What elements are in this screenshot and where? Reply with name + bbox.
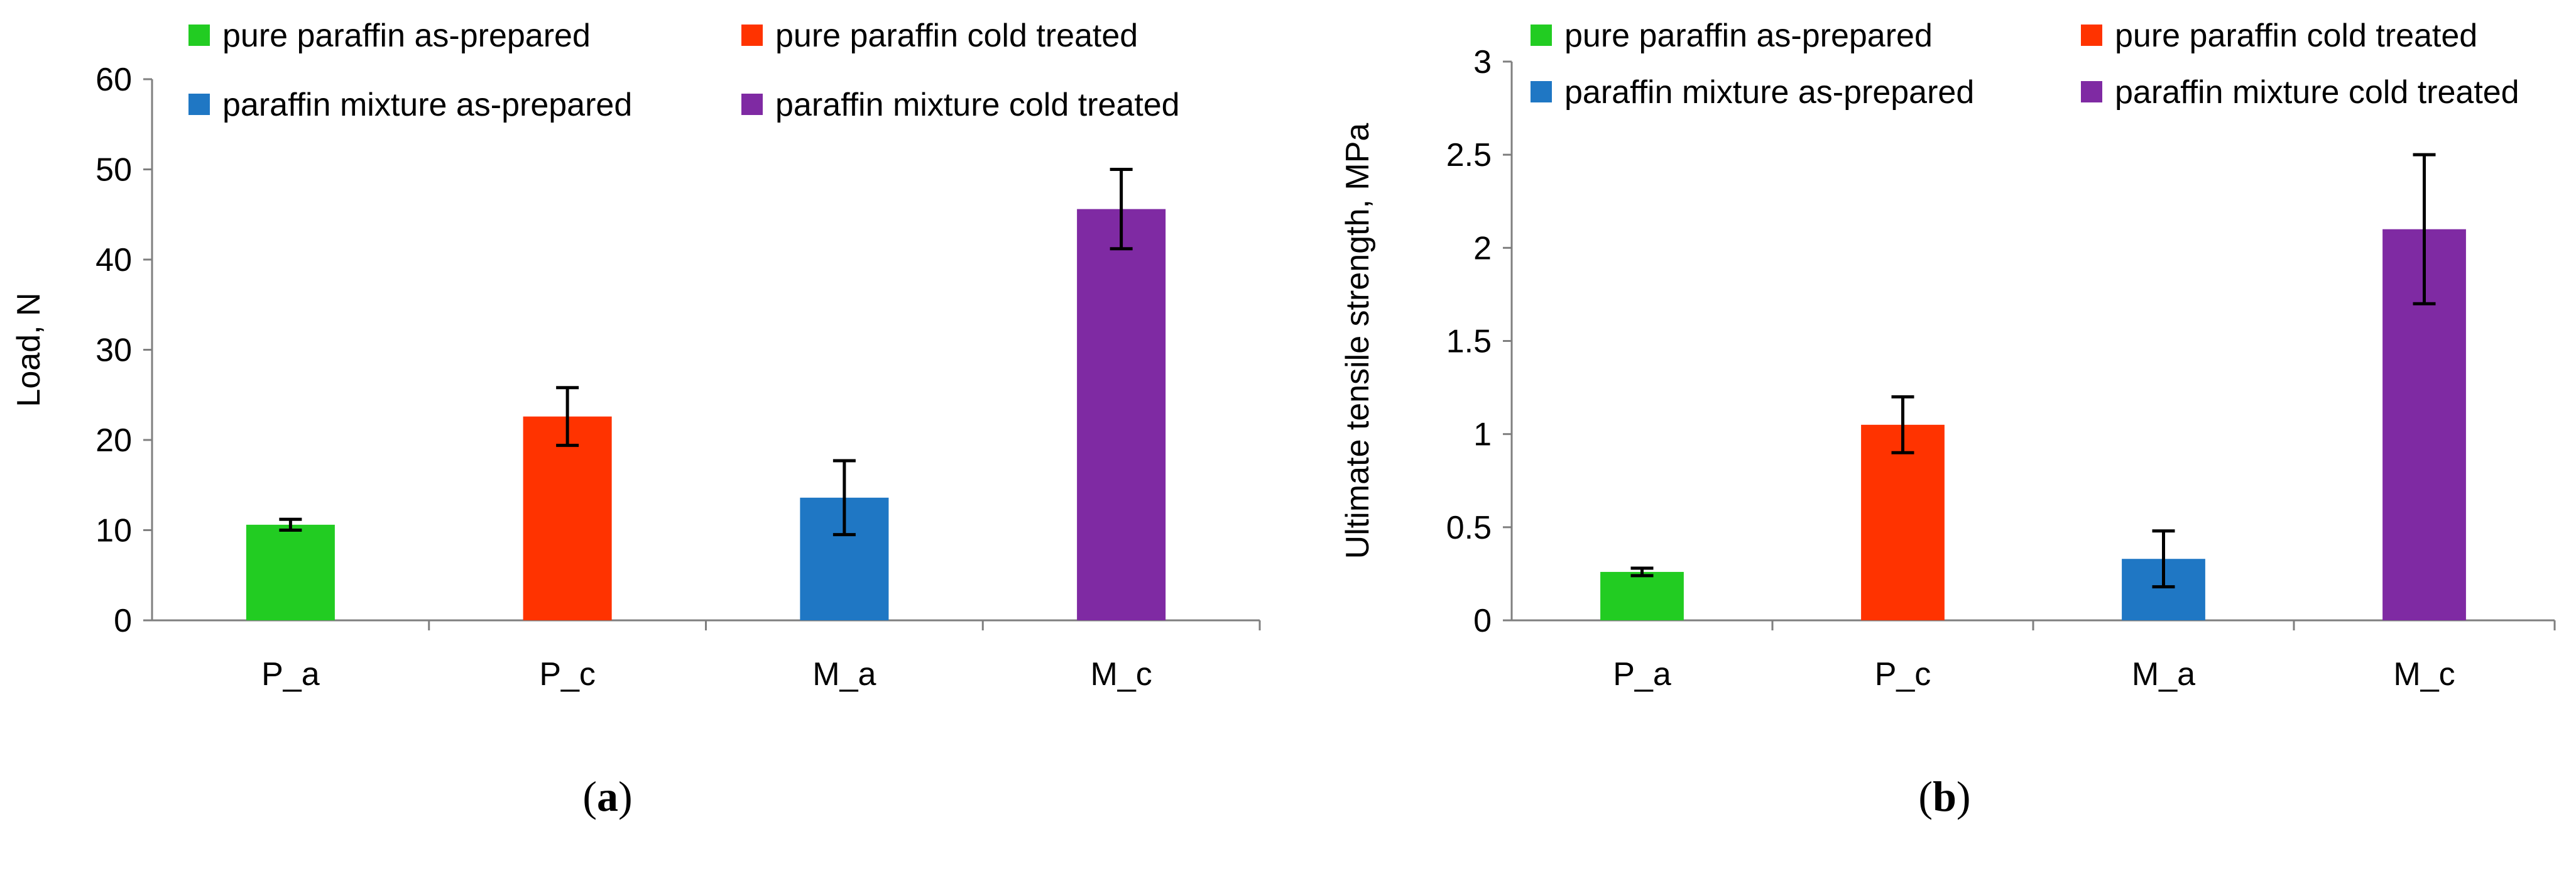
legend-item: paraffin mixture as-prepared	[1531, 74, 1974, 111]
legend-swatch	[2081, 25, 2102, 46]
x-tick-label: P_c	[539, 656, 596, 693]
legend-item: paraffin mixture cold treated	[2081, 74, 2519, 111]
legend-label: pure paraffin cold treated	[2115, 18, 2477, 54]
legend-label: pure paraffin as-prepared	[1564, 18, 1933, 54]
y-tick-label: 40	[96, 242, 132, 278]
legend-label: paraffin mixture cold treated	[775, 87, 1180, 123]
bar-p-c	[1861, 424, 1945, 620]
y-tick-label: 2	[1473, 230, 1492, 266]
legend-item: pure paraffin as-prepared	[1531, 18, 1933, 54]
legend: pure paraffin as-prepared pure paraffin c…	[188, 18, 1180, 123]
legend-item: pure paraffin cold treated	[741, 18, 1138, 54]
error-bar-m-a	[2152, 529, 2175, 589]
legend-label: paraffin mixture as-prepared	[222, 87, 632, 123]
legend-label: paraffin mixture cold treated	[2115, 74, 2519, 111]
bar-p-c	[523, 416, 612, 620]
y-tick-label: 1	[1473, 417, 1492, 453]
y-tick-label: 3	[1473, 44, 1492, 80]
legend-label: pure paraffin as-prepared	[222, 18, 591, 54]
error-bar-p-a	[279, 517, 302, 532]
legend-swatch	[2081, 81, 2102, 102]
error-bar-p-a	[1630, 566, 1654, 578]
legend: pure paraffin as-prepared pure paraffin c…	[1531, 18, 2519, 111]
caption-b: (b)	[1918, 772, 1970, 820]
legend-swatch	[188, 94, 210, 115]
x-tick-label: M_c	[2393, 656, 2455, 693]
legend-swatch	[1531, 81, 1552, 102]
y-axis-title: Load, N	[11, 292, 47, 407]
x-tick-label: P_a	[261, 656, 320, 693]
error-bar-p-c	[556, 386, 579, 447]
error-bar-p-c	[1891, 395, 1914, 454]
legend-label: pure paraffin cold treated	[775, 18, 1138, 54]
legend-swatch	[741, 94, 763, 115]
y-tick-label: 30	[96, 332, 132, 369]
bar-p-a	[1600, 571, 1684, 620]
legend-swatch	[1531, 25, 1552, 46]
legend-swatch	[188, 25, 210, 46]
x-tick-label: P_c	[1875, 656, 1931, 693]
error-bar-m-c	[1110, 168, 1133, 251]
legend-item: paraffin mixture cold treated	[741, 87, 1180, 123]
y-tick-label: 50	[96, 152, 132, 189]
panel-a-chart: 0 10 20 30 40 50 60 P_a P_c M_a M_c Load, N pure par…	[11, 18, 1261, 693]
y-tick-label: 10	[96, 513, 132, 549]
y-tick-label: 0	[114, 603, 132, 639]
y-tick-label: 1.5	[1446, 324, 1492, 360]
y-tick-label: 0.5	[1446, 510, 1492, 546]
error-bar-m-a	[832, 459, 856, 537]
x-tick-label: M_c	[1091, 656, 1152, 693]
x-tick-label: M_a	[812, 656, 876, 693]
legend-item: pure paraffin as-prepared	[188, 18, 591, 54]
y-tick-label: 20	[96, 422, 132, 459]
x-tick-label: M_a	[2132, 656, 2195, 693]
x-tick-label: P_a	[1613, 656, 1671, 693]
legend-item: paraffin mixture as-prepared	[188, 87, 632, 123]
bar-p-a	[246, 524, 335, 620]
caption-a: (a)	[582, 772, 632, 820]
legend-item: pure paraffin cold treated	[2081, 18, 2477, 54]
y-tick-label: 2.5	[1446, 137, 1492, 173]
y-tick-label: 60	[96, 62, 132, 98]
panel-b-chart: 0 0.5 1 1.5 2 2.5 3 P_a P_c M_a M_c Ultimate tensil…	[1340, 18, 2556, 693]
legend-swatch	[741, 25, 763, 46]
legend-label: paraffin mixture as-prepared	[1564, 74, 1974, 111]
y-axis-title: Ultimate tensile strength, MPa	[1340, 123, 1376, 559]
y-tick-label: 0	[1473, 603, 1492, 639]
bar-m-c	[1077, 209, 1166, 620]
error-bar-m-c	[2413, 153, 2436, 305]
